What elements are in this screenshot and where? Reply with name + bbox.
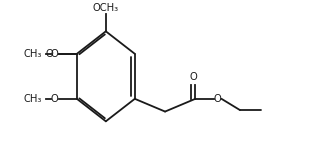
Text: O: O <box>50 49 58 59</box>
Text: CH₃: CH₃ <box>23 49 42 59</box>
Text: CH₃: CH₃ <box>23 94 42 104</box>
Text: OCH₃: OCH₃ <box>93 3 119 13</box>
Text: O: O <box>45 49 53 59</box>
Text: O: O <box>50 94 58 104</box>
Text: O: O <box>214 94 221 104</box>
Text: O: O <box>189 72 197 82</box>
